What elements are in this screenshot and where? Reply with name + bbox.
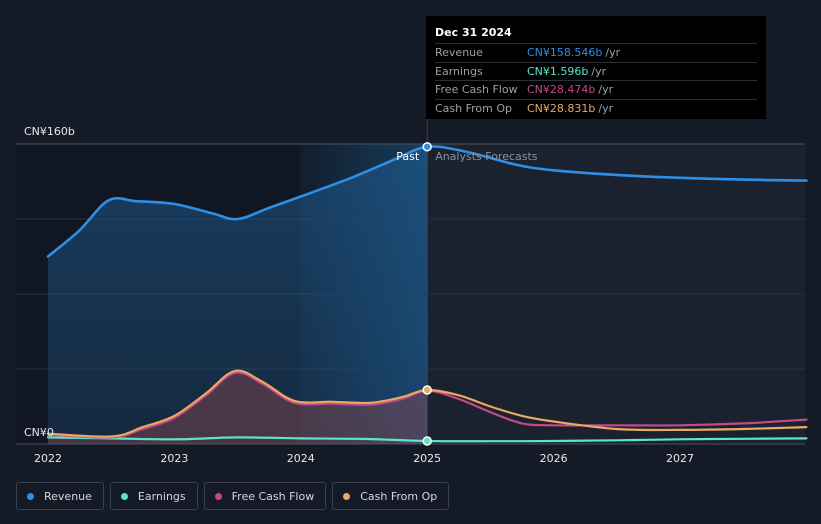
revenue-line xyxy=(46,145,808,258)
tooltip-unit: /yr xyxy=(598,83,614,96)
cash-from-op-line xyxy=(46,369,808,438)
legend-item-earnings[interactable]: Earnings xyxy=(109,482,198,510)
legend-item-free-cash-flow[interactable]: Free Cash Flow xyxy=(203,482,327,510)
tooltip-value: CN¥1.596b xyxy=(527,64,589,78)
x-tick-label: 2025 xyxy=(413,452,441,465)
legend-label: Revenue xyxy=(44,489,92,503)
tooltip-unit: /yr xyxy=(598,101,614,115)
cash-from-op-area xyxy=(48,370,428,444)
tooltip-unit: /yr xyxy=(591,64,607,78)
cash-from-op-marker xyxy=(422,385,432,395)
tooltip-row-earnings: Earnings CN¥1.596b /yr xyxy=(435,61,757,81)
cash-from-op-dot-icon xyxy=(343,492,351,500)
tooltip-label: Free Cash Flow xyxy=(435,83,518,96)
earnings-dot-icon xyxy=(120,492,128,500)
x-tick-label: 2023 xyxy=(160,452,188,465)
legend: Revenue Earnings Free Cash Flow Cash Fro… xyxy=(16,482,450,510)
x-tick-label: 2027 xyxy=(666,452,694,465)
legend-label: Free Cash Flow xyxy=(231,489,315,503)
tooltip-label: Revenue xyxy=(435,46,483,59)
tooltip-row-revenue: Revenue CN¥158.546b /yr xyxy=(435,43,757,62)
tooltip-value: CN¥28.831b xyxy=(527,101,596,115)
free-cash-flow-dot-icon xyxy=(214,492,222,500)
revenue-area xyxy=(48,146,428,445)
forecast-label: Analysts Forecasts xyxy=(435,150,538,163)
tooltip-row-free-cash-flow: Free Cash Flow CN¥28.474b /yr xyxy=(435,80,757,99)
earnings-marker xyxy=(422,436,432,446)
tooltip: Dec 31 2024 Revenue CN¥158.546b /yr Earn… xyxy=(426,16,766,119)
revenue-dot-icon xyxy=(27,492,34,500)
legend-label: Cash From Op xyxy=(360,489,438,503)
y-axis-bottom-label: CN¥0 xyxy=(24,426,54,439)
tooltip-label: Earnings xyxy=(435,64,483,78)
legend-item-revenue[interactable]: Revenue xyxy=(16,482,104,510)
x-tick-label: 2024 xyxy=(287,452,315,465)
tooltip-date: Dec 31 2024 xyxy=(435,26,512,39)
tooltip-row-cash-from-op: Cash From Op CN¥28.831b /yr xyxy=(435,98,757,118)
legend-label: Earnings xyxy=(137,489,186,503)
tooltip-value: CN¥158.546b xyxy=(527,46,603,59)
x-tick-label: 2026 xyxy=(540,452,568,465)
legend-item-cash-from-op[interactable]: Cash From Op xyxy=(332,482,450,510)
tooltip-unit: /yr xyxy=(605,46,621,59)
y-axis-top-label: CN¥160b xyxy=(24,125,75,138)
free-cash-flow-line xyxy=(46,371,808,439)
past-label: Past xyxy=(396,150,420,163)
x-tick-label: 2022 xyxy=(34,452,62,465)
tooltip-label: Cash From Op xyxy=(435,101,513,115)
tooltip-value: CN¥28.474b xyxy=(527,83,596,96)
revenue-marker xyxy=(422,142,432,152)
